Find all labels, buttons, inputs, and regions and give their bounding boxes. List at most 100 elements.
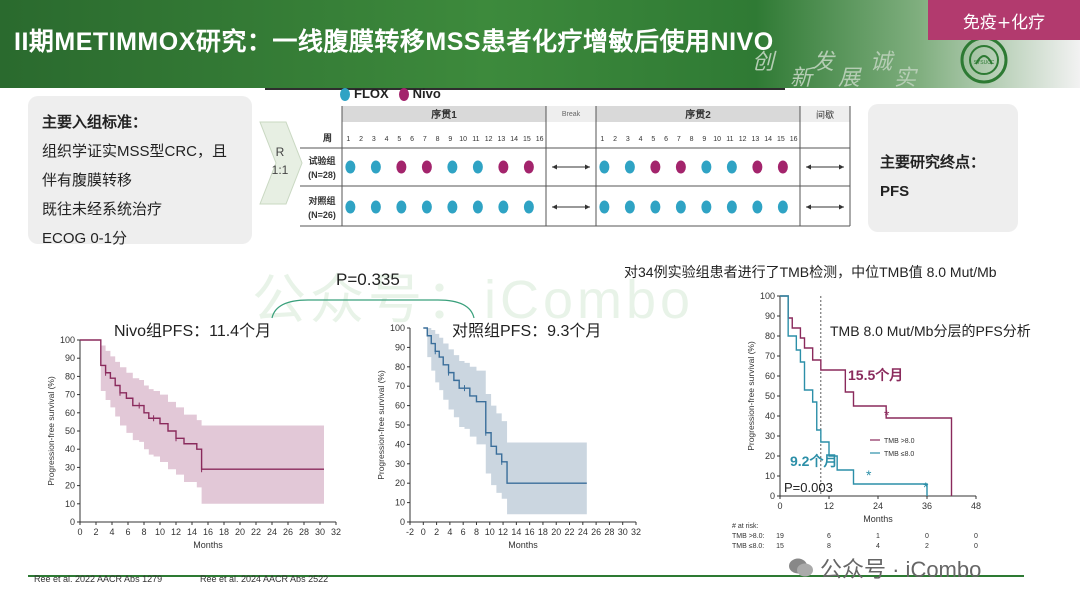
logo-text: SYSUCC (974, 60, 995, 66)
nivo-dose-dot (752, 160, 763, 174)
x-tick-label: 8 (141, 527, 146, 537)
y-tick-label: 20 (395, 478, 405, 488)
nivo-dot-icon (398, 88, 409, 102)
nivo-dose-dot (421, 160, 432, 174)
y-tick-label: 80 (765, 331, 775, 341)
median-high-label: 15.5个月 (848, 367, 903, 383)
phase2-label: 序贯2 (685, 108, 711, 121)
x-tick-label: 10 (155, 527, 165, 537)
y-tick-label: 30 (395, 459, 405, 469)
arm-n: (N=28) (308, 170, 336, 180)
treatment-schema: 序贯1 Break 序贯2 间歇 周 1 2 3 4 5 6 7 8 9 10 11 12 13 14 15… (300, 106, 851, 227)
y-tick-label: 10 (65, 499, 75, 509)
y-tick-label: 40 (65, 444, 75, 454)
reference: Ree et al. 2022 AACR Abs 1279 (34, 574, 163, 584)
risk-value: 4 (876, 543, 880, 550)
break-bar (546, 106, 596, 122)
x-tick-label: 28 (299, 527, 309, 537)
x-tick-label: 32 (631, 527, 641, 537)
risk-row-name: TMB ≤8.0: (732, 543, 764, 550)
legend-flox: FLOX (340, 86, 389, 102)
x-tick-label: 4 (447, 527, 452, 537)
flox-dot-icon (340, 88, 350, 102)
y-tick-label: 0 (70, 517, 75, 527)
week-number: 6 (664, 136, 668, 143)
chart-title: TMB 8.0 Mut/Mb分层的PFS分析 (830, 323, 1031, 339)
tmb-high-curve (780, 295, 953, 496)
flox-dose-dot (345, 160, 356, 174)
flox-dose-dot (675, 200, 686, 214)
header-banner: II期METIMMOX研究：一线腹膜转移MSS患者化疗增敏后使用NIVO 创 新… (0, 0, 1080, 91)
category-badge: 免疫+化疗 (928, 0, 1080, 40)
x-tick-label: 20 (551, 527, 561, 537)
calligraphy-char: 创 (752, 50, 775, 75)
week-number: 16 (536, 136, 544, 143)
criteria-item: ECOG 0-1分 (42, 230, 128, 247)
y-tick-label: 80 (65, 371, 75, 381)
x-tick-label: 0 (77, 527, 82, 537)
week-number: 14 (510, 136, 518, 143)
calligraphy-char: 新 (790, 66, 813, 91)
risk-row-name: TMB >8.0: (732, 533, 765, 540)
week-number: 6 (410, 136, 414, 143)
arm-name: 对照组 (308, 195, 335, 206)
phase1-bar (342, 106, 546, 122)
schema-legend: FLOX Nivo (340, 86, 441, 102)
break-label: Break (562, 111, 581, 118)
week-number: 13 (751, 136, 759, 143)
x-tick-label: 12 (498, 527, 508, 537)
week-number: 7 (677, 136, 681, 143)
y-tick-label: 40 (765, 411, 775, 421)
legend-label: Nivo (412, 86, 441, 101)
flox-dose-dot (701, 200, 712, 214)
flox-dose-dot (396, 200, 407, 214)
x-axis-label: Months (508, 540, 538, 550)
flox-dose-dot (650, 200, 661, 214)
risk-value: 1 (876, 533, 880, 540)
y-tick-label: 100 (390, 323, 405, 333)
week-number: 15 (777, 136, 785, 143)
week-number: 12 (485, 136, 493, 143)
phase2-bar (596, 106, 800, 122)
risk-value: 2 (925, 543, 929, 550)
x-tick-label: 10 (485, 527, 495, 537)
week-number: 8 (690, 136, 694, 143)
x-tick-label: 2 (434, 527, 439, 537)
y-tick-label: 60 (65, 408, 75, 418)
confidence-band (423, 328, 587, 515)
tmb-description: 对34例实验组患者进行了TMB检测，中位TMB值 8.0 Mut/Mb (624, 264, 997, 280)
y-tick-label: 20 (65, 481, 75, 491)
week-number: 9 (702, 136, 706, 143)
flox-dose-dot (447, 160, 458, 174)
week-number: 4 (385, 136, 389, 143)
week-number: 3 (626, 136, 630, 143)
week-number: 15 (523, 136, 531, 143)
week-number: 11 (726, 136, 733, 143)
flox-dose-dot (624, 200, 635, 214)
x-axis-label: Months (863, 514, 893, 524)
y-tick-label: 70 (765, 351, 775, 361)
p-value-comparison: P=0.335 (336, 270, 400, 289)
arm-name: 试验组 (308, 155, 335, 166)
y-tick-label: 70 (395, 381, 405, 391)
y-tick-label: 90 (765, 311, 775, 321)
calligraphy-char: 发 (812, 50, 835, 75)
flox-dose-dot (599, 200, 610, 214)
flox-dose-dot (777, 200, 788, 214)
flox-dose-dot (472, 160, 483, 174)
flox-dose-dot (421, 200, 432, 214)
legend-label: TMB >8.0 (884, 438, 915, 445)
x-tick-label: 22 (565, 527, 575, 537)
x-tick-label: 20 (235, 527, 245, 537)
nivo-dose-dot (777, 160, 788, 174)
x-tick-label: 18 (538, 527, 548, 537)
footer-watermark: 公众号 · iCombo (788, 552, 981, 584)
week-number: 1 (346, 136, 350, 143)
reference: Ree et al. 2024 AACR Abs 2522 (200, 574, 329, 584)
y-tick-label: 60 (765, 371, 775, 381)
flox-dose-dot (472, 200, 483, 214)
legend-label: FLOX (354, 86, 389, 101)
endpoint-box: 主要研究终点： PFS (868, 104, 1018, 232)
week-numbers-phase1: 1 2 3 4 5 6 7 8 9 10 11 12 13 14 15 16 (346, 136, 543, 143)
